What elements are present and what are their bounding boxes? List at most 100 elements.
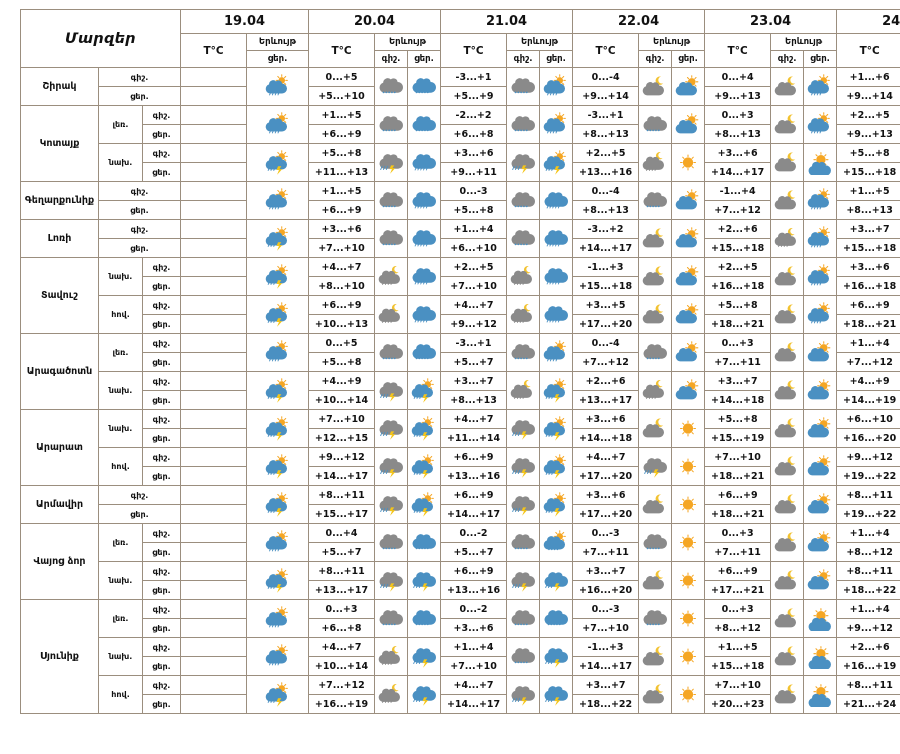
temp-night: +3...+5 [572, 295, 640, 315]
temp-day [180, 580, 247, 600]
temp-night: +8...+11 [836, 561, 900, 581]
temp-night: -1...+3 [572, 257, 640, 277]
weather-icon-day [539, 447, 574, 486]
weather-icon-night [638, 409, 673, 448]
temp-day: +13...+16 [440, 580, 508, 600]
weather-icon-night [506, 181, 541, 220]
table-row: Արարատ նախ. գիշ. +7...+10 +4...+7 +3...+6 +5..… [20, 409, 900, 486]
day-header-20.04: ցեր. [406, 50, 442, 68]
temp-night [180, 333, 247, 353]
row-night-label: գիշ. [142, 447, 181, 467]
row-day-label: ցեր. [142, 314, 181, 334]
day-header-19.04: ցեր. [246, 50, 309, 68]
table-row: ցեր. +6...+9 +5...+8 +8...+13 +7...+12 +8...+… [21, 200, 900, 220]
weather-icon-day [539, 219, 574, 258]
weather-icon-night [374, 257, 408, 296]
temp-day: +18...+21 [704, 466, 772, 486]
temp-night: +5...+8 [704, 295, 772, 315]
date-header-20.04: 20.04 [307, 9, 442, 34]
date-header-21.04: 21.04 [440, 9, 574, 34]
temp-day: +5...+9 [440, 86, 508, 106]
row-day-label: ցեր. [98, 504, 181, 524]
weather-icon-night [374, 371, 408, 410]
temp-night: 0...-4 [572, 181, 640, 201]
temp-day: +7...+11 [572, 542, 640, 562]
row-day-label: ցեր. [142, 124, 181, 144]
temp-day: +6...+10 [440, 238, 508, 258]
row-day-label: ցեր. [142, 162, 181, 182]
temp-day: +14...+18 [704, 390, 772, 410]
weather-icon-night [638, 143, 673, 182]
weather-icon-night [638, 295, 673, 334]
temp-night: +5...+8 [836, 143, 900, 163]
temp-day: +14...+19 [836, 390, 900, 410]
row-night-label: գիշ. [142, 561, 181, 581]
temp-night: +1...+4 [836, 599, 900, 619]
temp-day: +10...+13 [308, 314, 375, 334]
weather-icon-night [506, 599, 541, 638]
weather-icon-day [539, 409, 574, 448]
weather-icon-day [539, 333, 574, 372]
weather-icon-night [770, 333, 805, 372]
temp-night: +2...+5 [572, 143, 640, 163]
temp-day: +9...+13 [704, 86, 772, 106]
header-row-metrics: T°C Երևույթ T°C Երևույթ T°C Երևույթ T°C Երևույթ… [21, 33, 900, 68]
temp-night: +3...+7 [836, 219, 900, 239]
temp-day: +15...+17 [308, 504, 375, 524]
region-name: Գեղարքունիք [20, 181, 99, 220]
temp-day: +6...+8 [440, 124, 508, 144]
weather-icon-day [671, 637, 706, 676]
day-header-22.04: ցեր. [671, 50, 706, 68]
weather-icon-day [803, 447, 838, 486]
temp-night: +3...+7 [572, 675, 640, 695]
weather-icon-night [374, 409, 408, 448]
temp-night: +9...+12 [308, 447, 375, 467]
header-row-daynight: ցեր.գիշ.ցեր.գիշ.ցեր.գիշ.ցեր.գիշ.ցեր.գիշ.… [21, 50, 900, 68]
row-day-label: ցեր. [142, 466, 181, 486]
temp-night: +3...+7 [704, 371, 772, 391]
temp-day: +9...+14 [572, 86, 640, 106]
weather-icon-night [638, 485, 673, 524]
temp-day [180, 86, 247, 106]
temp-day: +18...+21 [704, 314, 772, 334]
temp-night: +1...+6 [836, 67, 900, 87]
temp-night [180, 181, 247, 201]
table-row: Շիրակ գիշ. 0...+5 -3...+1 0...-4 0...+4 +1...+… [20, 67, 900, 106]
weather-icon-day [671, 67, 706, 106]
weather-icon-day [406, 523, 442, 562]
temp-night: 0...+5 [308, 67, 375, 87]
temp-day: +17...+20 [572, 466, 640, 486]
temp-night: -3...+1 [572, 105, 640, 125]
row-night-label: գիշ. [98, 219, 181, 239]
weather-icon-day [671, 599, 706, 638]
temp-night: +8...+11 [308, 561, 375, 581]
temp-night: +2...+5 [704, 257, 772, 277]
weather-icon-night [638, 637, 673, 676]
temp-day: +16...+20 [836, 428, 900, 448]
table-row: հով. գիշ. +9...+12 +6...+9 +4...+7 +7...+10 +9… [21, 447, 900, 486]
weather-icon-day [803, 561, 838, 600]
temp-night: +8...+11 [836, 485, 900, 505]
temp-night [180, 105, 247, 125]
zone-label: նախ. [98, 257, 143, 296]
temp-header-20.04: T°C [308, 33, 375, 68]
zone-label: նախ. [98, 561, 143, 600]
weather-icon-night [770, 105, 805, 144]
weather-icon-night [770, 257, 805, 296]
weather-icon-day [246, 447, 309, 486]
weather-icon-night [506, 447, 541, 486]
weather-icon-day [803, 181, 838, 220]
temp-night: +3...+7 [572, 561, 640, 581]
region-name: Լոռի [20, 219, 99, 258]
weather-icon-day [539, 675, 574, 714]
temp-night: +1...+4 [440, 637, 508, 657]
table-row: հով. գիշ. +7...+12 +4...+7 +3...+7 +7...+10 +8… [21, 675, 900, 714]
row-night-label: գիշ. [142, 637, 181, 657]
temp-day: +3...+6 [440, 618, 508, 638]
weather-icon-night [638, 561, 673, 600]
weather-icon-night [770, 219, 805, 258]
table-row: ցեր. +10...+13 +9...+12 +17...+20 +18...+21 +… [21, 314, 900, 334]
row-day-label: ցեր. [142, 656, 181, 676]
temp-header-23.04: T°C [704, 33, 772, 68]
weather-icon-night [770, 447, 805, 486]
